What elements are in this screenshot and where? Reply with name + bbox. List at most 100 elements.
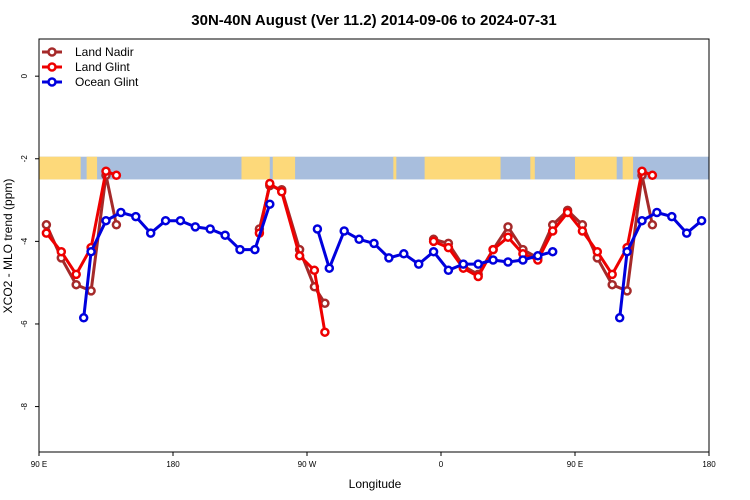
world-map-strip	[39, 156, 709, 180]
data-point-ocean-glint	[324, 263, 335, 273]
data-point-land-nadir	[607, 279, 617, 290]
data-point-ocean-glint	[312, 224, 323, 234]
data-point-ocean-glint	[131, 211, 141, 222]
legend-label: Land Glint	[75, 60, 130, 74]
x-tick-label: 0	[439, 460, 444, 469]
data-point-land-glint	[294, 251, 305, 261]
x-tick-label: 90 E	[567, 460, 583, 469]
series-land-glint	[41, 166, 658, 337]
map-land	[575, 156, 617, 180]
data-point-land-glint	[637, 166, 647, 176]
data-point-ocean-glint	[220, 230, 230, 240]
data-point-land-glint	[607, 269, 617, 280]
data-point-land-glint	[111, 170, 122, 181]
data-point-land-glint	[547, 226, 558, 236]
data-point-ocean-glint	[696, 215, 707, 226]
y-ticks: 0 -2 -4 -6 -8	[20, 73, 39, 410]
series-land-nadir	[41, 170, 658, 309]
data-point-land-glint	[428, 236, 439, 247]
data-point-ocean-glint	[503, 257, 513, 267]
data-point-ocean-glint	[116, 207, 126, 218]
map-land	[424, 156, 501, 180]
legend-item-land-glint: Land Glint	[42, 60, 130, 74]
data-point-ocean-glint	[413, 259, 424, 269]
data-point-land-glint	[276, 187, 287, 197]
data-point-ocean-glint	[265, 199, 275, 209]
chart-title: 30N-40N August (Ver 11.2) 2014-09-06 to …	[191, 12, 556, 29]
data-point-ocean-glint	[354, 234, 364, 245]
data-point-land-glint	[443, 242, 454, 253]
data-point-land-nadir	[71, 279, 81, 290]
data-point-land-glint	[503, 232, 513, 242]
x-tick-label: 180	[166, 460, 180, 469]
data-point-ocean-glint	[681, 228, 692, 238]
data-point-land-glint	[71, 269, 81, 280]
data-point-land-nadir	[41, 220, 52, 230]
map-land	[241, 156, 270, 180]
data-point-ocean-glint	[78, 313, 89, 323]
y-tick-label: 0	[20, 73, 29, 78]
data-point-land-nadir	[320, 298, 330, 309]
data-point-ocean-glint	[86, 246, 96, 257]
data-point-ocean-glint	[547, 246, 558, 257]
data-point-ocean-glint	[175, 215, 186, 226]
data-point-ocean-glint	[205, 224, 215, 234]
data-point-ocean-glint	[145, 228, 156, 238]
legend-label: Land Nadir	[75, 45, 134, 59]
map-land	[86, 156, 98, 180]
series-line-land-nadir	[433, 173, 654, 293]
data-point-land-nadir	[86, 286, 96, 296]
data-point-land-glint	[647, 170, 658, 181]
data-point-land-glint	[101, 166, 111, 176]
data-point-ocean-glint	[250, 244, 260, 255]
data-point-ocean-glint	[399, 249, 409, 259]
series-line-land-glint	[433, 169, 653, 278]
data-point-land-nadir	[647, 220, 658, 230]
data-point-land-glint	[577, 226, 588, 236]
y-tick-label: -6	[20, 320, 29, 328]
map-land	[272, 156, 296, 180]
map-land	[530, 156, 535, 180]
map-ocean	[39, 156, 709, 180]
y-tick-label: -4	[20, 237, 29, 245]
data-point-land-glint	[265, 178, 275, 189]
data-point-ocean-glint	[443, 265, 454, 276]
data-point-ocean-glint	[622, 246, 632, 257]
legend-swatch-marker	[47, 77, 57, 87]
y-tick-label: -8	[20, 402, 29, 410]
series-line-land-glint	[257, 182, 327, 333]
data-point-ocean-glint	[384, 253, 394, 263]
legend-label: Ocean Glint	[75, 75, 139, 89]
data-point-ocean-glint	[488, 255, 498, 265]
legend-swatch-marker	[47, 62, 57, 72]
x-axis-label: Longitude	[349, 477, 402, 491]
data-point-ocean-glint	[369, 238, 379, 249]
data-point-ocean-glint	[190, 222, 201, 232]
data-point-land-glint	[320, 327, 330, 337]
data-point-ocean-glint	[473, 259, 483, 269]
data-point-land-glint	[562, 207, 573, 218]
data-point-ocean-glint	[667, 211, 677, 222]
data-point-ocean-glint	[533, 251, 543, 261]
map-land	[39, 156, 81, 180]
data-point-land-glint	[592, 246, 603, 257]
data-point-ocean-glint	[160, 215, 171, 226]
data-point-ocean-glint	[637, 215, 647, 226]
data-point-ocean-glint	[235, 244, 245, 255]
series-layer	[41, 166, 707, 337]
data-point-ocean-glint	[614, 313, 625, 323]
data-point-ocean-glint	[428, 246, 439, 257]
data-point-ocean-glint	[101, 215, 111, 226]
plot-frame	[38, 38, 710, 453]
data-point-ocean-glint	[652, 207, 662, 218]
data-point-land-nadir	[111, 220, 122, 230]
y-tick-label: -2	[20, 155, 29, 163]
legend-swatch-marker	[47, 47, 57, 57]
data-point-ocean-glint	[518, 255, 528, 265]
data-point-land-glint	[309, 265, 320, 276]
data-point-land-glint	[41, 228, 52, 238]
legend-item-land-nadir: Land Nadir	[42, 45, 134, 59]
data-point-ocean-glint	[339, 226, 349, 236]
